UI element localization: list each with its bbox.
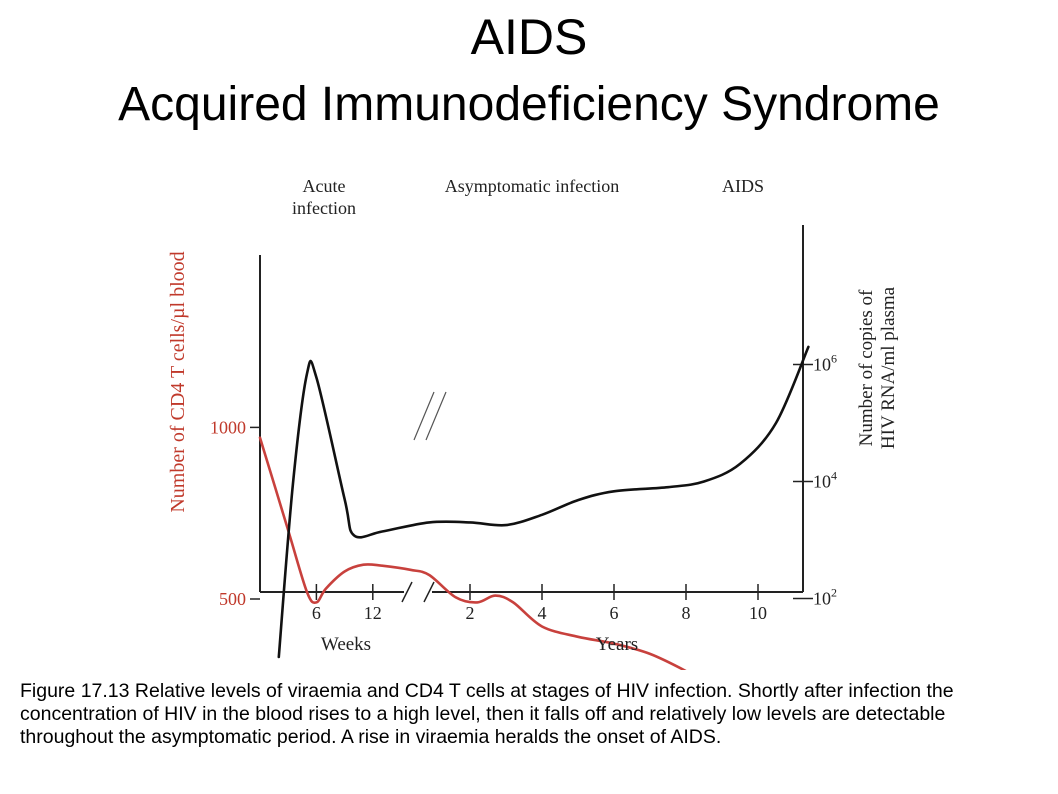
axis-break-mark	[401, 581, 413, 603]
figure-caption: Figure 17.13 Relative levels of viraemia…	[20, 680, 954, 748]
y-left-tick-label: 500	[219, 589, 246, 609]
plot-break-mark	[425, 391, 447, 441]
x-tick-label: 2	[466, 603, 475, 623]
y-right-tick-label: 104	[813, 469, 837, 492]
stage-label: Asymptomatic infection	[445, 176, 619, 196]
tick-labels: 500 1000 102 104 106 6 12 2 4 6 8 10	[210, 352, 837, 624]
stage-label: Acute infection	[292, 176, 356, 218]
stage-label: AIDS	[722, 176, 764, 196]
x-tick-label: 8	[682, 603, 691, 623]
y-left-tick-label: 1000	[210, 417, 246, 437]
y-right-tick-label: 102	[813, 586, 837, 609]
cd4-line	[258, 436, 687, 670]
axis-break-mark	[423, 581, 435, 603]
axes	[250, 225, 813, 603]
slide-subtitle: Acquired Immunodeficiency Syndrome	[118, 78, 940, 131]
x-tick-label: 6	[610, 603, 619, 623]
y-right-label: Number of copies ofHIV RNA/ml plasma	[856, 286, 899, 449]
x-tick-label: 12	[364, 603, 382, 623]
series-lines	[258, 345, 810, 670]
y-left-label: Number of CD4 T cells/µl blood	[167, 251, 189, 512]
x-tick-label: 10	[749, 603, 767, 623]
x-tick-label: 6	[312, 603, 321, 623]
axis-labels: Weeks Years Number of CD4 T cells/µl blood…	[167, 251, 899, 655]
slide-title: AIDS	[470, 9, 588, 65]
plot-break-mark	[413, 391, 435, 441]
hiv-chart: Acute infection Asymptomatic infection AIDS…	[167, 176, 899, 670]
y-right-tick-label: 106	[813, 352, 837, 375]
hiv-rna-line	[277, 345, 810, 659]
x-label-weeks: Weeks	[321, 634, 371, 655]
x-label-years: Years	[596, 634, 638, 655]
stage-labels: Acute infection Asymptomatic infection AIDS	[292, 176, 764, 218]
x-tick-label: 4	[538, 603, 547, 623]
